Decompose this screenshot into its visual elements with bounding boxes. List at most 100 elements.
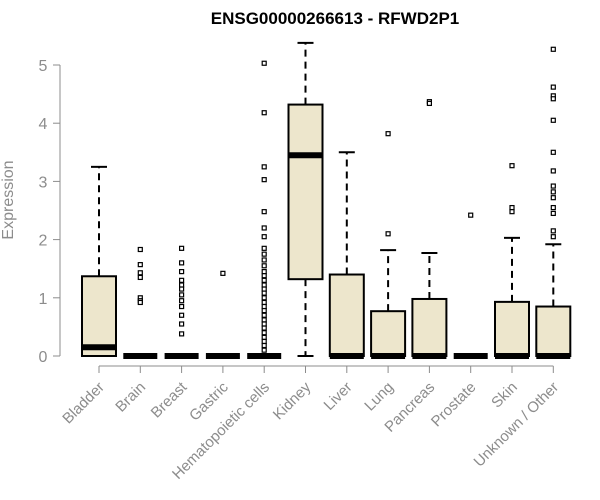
box-rect (535, 305, 572, 357)
box-skin (494, 163, 530, 359)
outlier-point (550, 96, 556, 102)
box-bladder (81, 165, 117, 357)
outlier-point (261, 110, 267, 116)
y-tick-label: 0 (39, 349, 48, 366)
chart-title: ENSG00000266613 - RFWD2P1 (211, 9, 460, 28)
outlier-point (137, 270, 143, 276)
y-tick-label: 1 (39, 291, 48, 308)
outlier-point (550, 117, 556, 123)
box-rect (370, 310, 407, 358)
outlier-point (550, 189, 556, 195)
y-tick-label: 2 (39, 233, 48, 250)
x-tick-label: Lung (361, 379, 397, 415)
outlier-point (179, 260, 185, 266)
outlier-point (179, 292, 185, 298)
outlier-point (550, 84, 556, 90)
outlier-point (137, 274, 143, 281)
outlier-point (179, 298, 185, 304)
outlier-point (261, 338, 267, 345)
box-breast (164, 245, 199, 359)
outlier-point (261, 245, 267, 251)
outlier-point (179, 286, 185, 292)
outlier-point (179, 312, 185, 318)
outlier-point (179, 269, 185, 275)
box-prostate (453, 212, 488, 359)
outlier-point (550, 228, 556, 234)
outlier-point (261, 60, 267, 66)
box-hematopoietic-cells (247, 60, 282, 359)
outlier-point (137, 299, 143, 306)
outlier-point (426, 100, 432, 107)
outlier-point (261, 295, 267, 301)
outlier-point (550, 149, 556, 155)
outlier-point (261, 321, 267, 327)
box-rect (411, 297, 448, 357)
outlier-point (261, 325, 267, 331)
outlier-point (261, 303, 267, 310)
outlier-point (550, 210, 556, 217)
box-pancreas (411, 99, 448, 359)
outlier-point (468, 212, 474, 218)
y-tick-label: 3 (39, 174, 48, 191)
y-tick-label: 4 (39, 116, 48, 133)
outlier-point (261, 263, 267, 269)
outlier-point (261, 269, 267, 275)
outlier-point (509, 209, 515, 215)
outlier-point (261, 257, 267, 263)
y-tick-label: 5 (39, 58, 48, 75)
box-unknown-other (535, 46, 572, 359)
outlier-point (137, 246, 143, 253)
outlier-point (261, 234, 267, 240)
outlier-point (509, 163, 515, 169)
outlier-point (261, 290, 267, 296)
outlier-point (261, 177, 267, 183)
outlier-point (261, 342, 267, 349)
x-tick-label: Skin (488, 379, 521, 412)
outlier-point (220, 270, 226, 276)
outlier-point (550, 234, 556, 240)
box-kidney (287, 41, 324, 357)
boxes (81, 41, 572, 359)
x-tick-label: Prostate (428, 379, 480, 431)
y-axis: 0 1 2 3 4 5 (39, 58, 61, 366)
x-tick-label: Bladder (59, 379, 108, 428)
outlier-point (179, 331, 185, 337)
outlier-point (385, 131, 391, 137)
outlier-point (261, 282, 267, 288)
outlier-point (550, 168, 556, 174)
box-gastric (205, 270, 240, 359)
outlier-point (261, 347, 267, 353)
outlier-point (261, 308, 267, 314)
outlier-point (261, 312, 267, 318)
outlier-point (550, 204, 556, 211)
outlier-point (261, 286, 267, 292)
outlier-point (261, 251, 267, 257)
box-liver (328, 151, 365, 359)
outlier-point (179, 282, 185, 288)
outlier-point (261, 299, 267, 306)
outlier-point (261, 330, 267, 336)
box-rect (287, 103, 324, 281)
x-tick-label: Breast (148, 378, 191, 421)
outlier-point (261, 209, 267, 215)
outlier-point (179, 321, 185, 327)
outlier-point (261, 273, 267, 279)
outlier-point (385, 231, 391, 237)
outlier-point (550, 46, 556, 52)
x-tick-label: Liver (321, 379, 356, 414)
outlier-point (261, 225, 267, 231)
outlier-point (179, 245, 185, 251)
outlier-point (261, 277, 267, 283)
outlier-point (261, 334, 267, 340)
box-lung (370, 131, 407, 359)
outlier-point (179, 277, 185, 283)
box-brain (123, 246, 158, 359)
outlier-point (550, 183, 556, 189)
outlier-point (509, 204, 515, 211)
outlier-point (179, 303, 185, 310)
box-rect (328, 273, 365, 357)
box-rect (81, 275, 117, 357)
outlier-point (550, 195, 556, 201)
